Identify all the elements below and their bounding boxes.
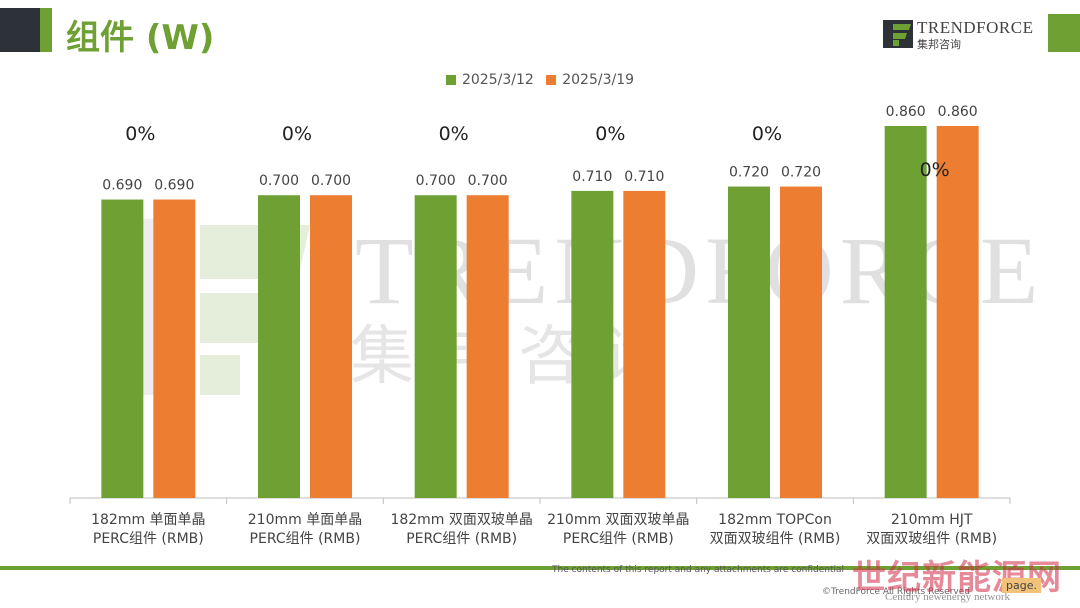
data-label: 0.710 [624, 169, 664, 185]
bar-chart: 0.690 0.690 0% 182mm 单面单晶 PERC组件 (RMB) 0.700 0… [69, 104, 1011, 547]
data-label: 0.710 [572, 169, 612, 185]
change-label: 0% [752, 123, 782, 145]
bar-1-1 [101, 199, 144, 498]
trendforce-logo: TRENDFORCE 集邦咨询 [883, 16, 1033, 51]
data-label: 0.690 [102, 178, 142, 194]
footer-copyright: ©TrendForce All Rights Reserved [822, 587, 970, 597]
category-label: 182mm 双面双玻单晶 [390, 512, 532, 528]
category-label: 双面双玻组件 (RMB) [866, 531, 997, 547]
bar-2-1 [153, 199, 196, 498]
category-label: PERC组件 (RMB) [250, 531, 361, 547]
header-bar-accent [40, 8, 52, 52]
data-label: 0.690 [154, 178, 194, 194]
bar-2-2 [310, 195, 352, 499]
footer-bar [0, 566, 1080, 570]
legend-swatch-green [445, 75, 456, 85]
data-label: 0.700 [468, 173, 508, 189]
page-title: 组件 (W) [66, 18, 215, 58]
trendforce-logo-icon [883, 20, 913, 48]
category-label: 双面双玻组件 (RMB) [710, 531, 841, 547]
page-number: page. [1002, 578, 1041, 593]
data-label: 0.720 [781, 165, 821, 181]
bar-2-4 [623, 190, 666, 498]
category-label: PERC组件 (RMB) [406, 531, 517, 547]
change-label: 0% [920, 159, 950, 181]
logo-text: TRENDFORCE [917, 18, 1034, 37]
header-bar-right [1048, 14, 1080, 52]
chart-legend: 2025/3/12 2025/3/19 [0, 72, 1080, 89]
category-label: 182mm TOPCon [718, 512, 832, 528]
bar-2-3 [466, 195, 509, 499]
legend-swatch-orange [546, 75, 557, 85]
legend-label-series-1: 2025/3/12 [461, 72, 534, 88]
data-label: 0.700 [259, 173, 299, 189]
bar-2-5 [780, 186, 822, 498]
site-watermark-sub: Century newenergy network [885, 591, 1011, 603]
footer-confidential-note: The contents of this report and any atta… [552, 565, 845, 575]
data-label: 0.860 [886, 104, 926, 120]
bar-1-4 [571, 190, 614, 498]
data-label: 0.720 [729, 165, 769, 181]
bar-1-5 [728, 186, 770, 498]
change-label: 0% [282, 123, 312, 145]
category-label: PERC组件 (RMB) [93, 531, 204, 547]
data-label: 0.700 [311, 173, 351, 189]
change-label: 0% [125, 123, 155, 145]
category-label: 210mm 双面双玻单晶 [547, 512, 689, 528]
category-label: 210mm HJT [891, 512, 973, 528]
legend-item-series-2: 2025/3/19 [546, 72, 634, 88]
data-label: 0.700 [416, 173, 456, 189]
legend-item-series-1: 2025/3/12 [445, 72, 534, 88]
category-label: 210mm 单面单晶 [248, 512, 362, 528]
bar-1-2 [258, 195, 300, 499]
bar-1-6 [884, 126, 927, 498]
logo-subtext: 集邦咨询 [917, 38, 961, 51]
bar-2-6 [936, 126, 979, 498]
category-label: PERC组件 (RMB) [563, 531, 674, 547]
bar-1-3 [414, 195, 457, 499]
data-label: 0.860 [938, 104, 978, 120]
legend-label-series-2: 2025/3/19 [562, 72, 635, 88]
category-label: 182mm 单面单晶 [91, 512, 205, 528]
change-label: 0% [595, 123, 625, 145]
change-label: 0% [439, 123, 469, 145]
